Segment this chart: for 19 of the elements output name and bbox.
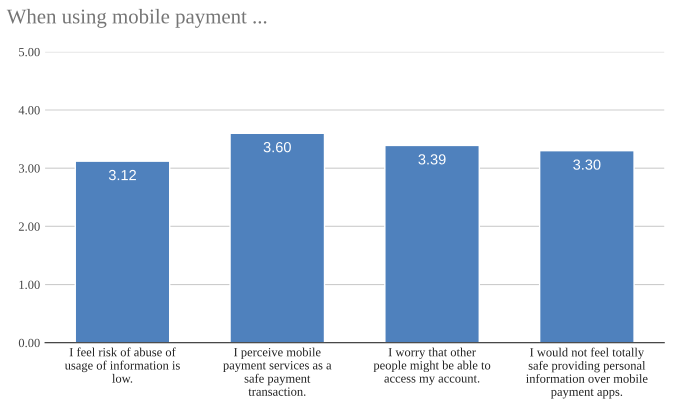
bar xyxy=(384,144,480,343)
x-tick-label: I worry that other people might be able to access my account. xyxy=(374,348,490,386)
data-label: 3.39 xyxy=(418,154,446,165)
y-tick-label: 0.00 xyxy=(18,338,40,348)
y-tick-label: 4.00 xyxy=(18,106,40,115)
data-label: 3.12 xyxy=(108,170,136,180)
chart-title: When using mobile payment ... xyxy=(6,8,266,28)
y-tick-label: 1.00 xyxy=(19,280,40,290)
y-tick-label: 3.00 xyxy=(18,164,40,173)
bar xyxy=(229,132,326,343)
bar xyxy=(538,150,635,343)
y-tick-label: 2.00 xyxy=(18,222,40,231)
y-tick-label: 5.00 xyxy=(19,48,40,56)
bar xyxy=(74,160,170,343)
x-tick-label: I would not feel totally safe providing personal information over mobile payment apps. xyxy=(526,348,648,399)
data-label: 3.60 xyxy=(264,142,291,152)
data-label: 3.30 xyxy=(573,159,600,170)
x-tick-label: I feel risk of abuse of usage of information is low. xyxy=(64,347,180,383)
x-tick-label: I perceive mobile payment services as a safe payment transaction. xyxy=(223,348,332,396)
